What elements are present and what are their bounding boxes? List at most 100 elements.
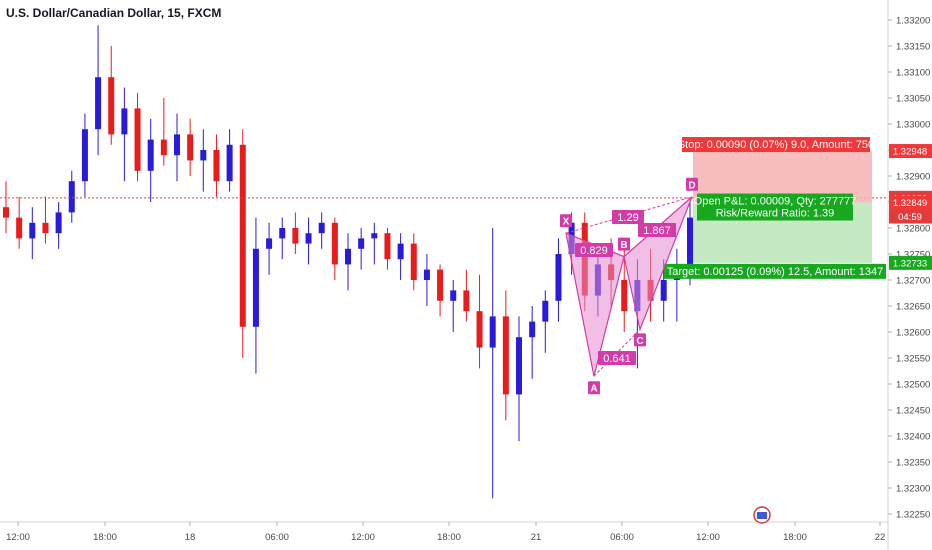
pattern-point-tag [618, 237, 630, 251]
risk-reward-text: Risk/Reward Ratio: 1.39 [716, 208, 835, 220]
candle-body [450, 290, 457, 301]
price-tag-countdown [889, 209, 932, 224]
candle-body [331, 222, 338, 265]
candle-body [42, 222, 49, 234]
candle-body [305, 233, 312, 244]
y-tick-label: 1.32600 [896, 328, 930, 339]
candle-body [516, 337, 522, 395]
candle-body [292, 228, 299, 244]
flag-icon [757, 512, 767, 519]
y-tick-label: 1.32550 [896, 354, 930, 365]
candle-body [16, 217, 23, 239]
x-tick-label: 12:00 [351, 532, 375, 543]
candle-body [81, 129, 88, 182]
candle-body [252, 248, 259, 327]
x-tick-label: 18:00 [93, 532, 117, 543]
y-tick-label: 1.32750 [896, 250, 930, 261]
candle-body [687, 217, 693, 265]
price-tag-entry [889, 195, 932, 210]
open-pnl-text: Open P&L: 0.00009, Qty: 277777 [694, 196, 857, 208]
ratio-tag [598, 351, 636, 365]
candle-body [108, 77, 115, 135]
y-tick-label: 1.33200 [896, 16, 930, 27]
y-tick-label: 1.32500 [896, 380, 930, 391]
candle-body [384, 233, 391, 260]
candle-body [147, 139, 154, 171]
candle-body [318, 222, 325, 234]
candle-body [371, 233, 378, 239]
candle-body [279, 228, 286, 239]
x-tick-label: 12:00 [6, 532, 30, 543]
pattern-point-label: B [620, 240, 627, 251]
x-tick-label: 18 [185, 532, 196, 543]
stop-label-box [682, 137, 870, 153]
stop-label-text: Stop: 0.00090 (0.07%) 9.0, Amount: 750 [678, 139, 874, 151]
candle-body [476, 311, 483, 348]
candle-body [121, 108, 128, 135]
y-tick-label: 1.33000 [896, 120, 930, 131]
pattern-point-label: C [636, 336, 643, 347]
candle-body [397, 243, 404, 260]
x-tick-label: 18:00 [783, 532, 807, 543]
candle-body [437, 269, 444, 301]
y-tick-label: 1.32300 [896, 484, 930, 495]
ratio-tag [638, 223, 676, 237]
x-tick-label: 21 [531, 532, 542, 543]
y-tick-label: 1.33150 [896, 42, 930, 53]
target-label-box [664, 263, 886, 279]
price-tag-label-entry: 1.32849 [893, 198, 927, 209]
position-box [697, 193, 853, 221]
candle-body [160, 139, 167, 156]
x-tick-label: 18:00 [437, 532, 461, 543]
x-tick-label: 12:00 [696, 532, 720, 543]
target-label-text: Target: 0.00125 (0.09%) 12.5, Amount: 13… [667, 266, 883, 278]
y-tick-label: 1.32400 [896, 432, 930, 443]
candle-body [200, 150, 207, 161]
pattern-point-tag [686, 177, 698, 191]
candle-body [345, 248, 351, 265]
candle-body [55, 212, 62, 234]
price-tag-label-countdown: 04:59 [898, 212, 922, 223]
pattern-point-tag [588, 381, 600, 395]
candle-body [660, 280, 667, 301]
pattern-point-tag [560, 214, 572, 228]
candle-body [621, 280, 628, 312]
ratio-tag [575, 243, 613, 257]
y-tick-label: 1.32250 [896, 510, 930, 521]
candle-body [463, 290, 470, 312]
candle-body [502, 316, 509, 395]
candle-body [555, 254, 562, 301]
y-tick-label: 1.33100 [896, 68, 930, 79]
x-tick-label: 22 [875, 532, 886, 543]
y-tick-label: 1.32700 [896, 276, 930, 287]
candle-body [29, 222, 36, 239]
candle-body [174, 134, 180, 156]
y-tick-label: 1.32900 [896, 172, 930, 183]
y-tick-label: 1.33050 [896, 94, 930, 105]
candle-body [529, 321, 536, 338]
price-tag-stop [889, 144, 932, 159]
candle-body [68, 181, 75, 213]
candle-body [226, 144, 233, 182]
ratio-label: 1.29 [617, 212, 638, 224]
ratio-label: 1.867 [643, 225, 671, 237]
pattern-point-label: A [590, 384, 597, 395]
candle-body [95, 77, 102, 130]
candle-body [410, 243, 417, 280]
candle-body [358, 238, 365, 249]
pattern-point-tag [634, 333, 646, 347]
price-tag-label-stop: 1.32948 [893, 147, 927, 158]
y-tick-label: 1.32350 [896, 458, 930, 469]
candle-body [239, 144, 246, 327]
candle-body [213, 150, 220, 182]
candle-body [542, 300, 549, 322]
y-tick-label: 1.32450 [896, 406, 930, 417]
candle-body [3, 207, 9, 218]
chart-title: U.S. Dollar/Canadian Dollar, 15, FXCM [6, 6, 222, 20]
y-tick-label: 1.32800 [896, 224, 930, 235]
pattern-point-label: X [563, 217, 570, 228]
x-tick-label: 06:00 [265, 532, 289, 543]
candle-body [134, 108, 141, 171]
